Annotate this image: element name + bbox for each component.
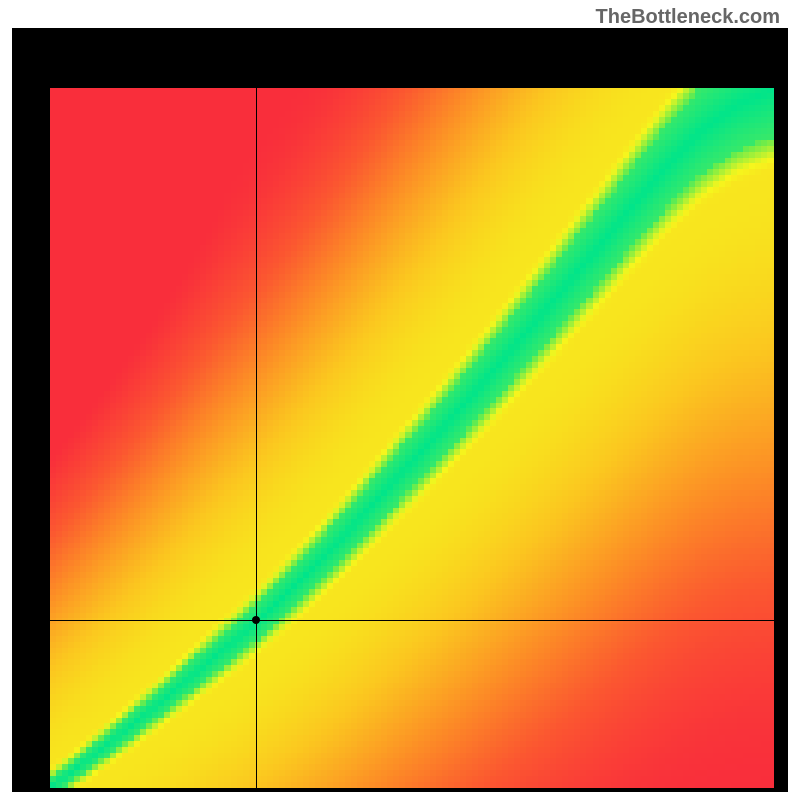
crosshair-marker — [252, 616, 260, 624]
chart-frame — [12, 28, 788, 792]
heatmap-canvas — [50, 88, 774, 788]
heatmap-plot — [50, 88, 774, 788]
crosshair-horizontal — [50, 620, 774, 621]
chart-wrapper: TheBottleneck.com — [0, 0, 800, 800]
watermark-text: TheBottleneck.com — [596, 6, 780, 29]
crosshair-vertical — [256, 88, 257, 788]
